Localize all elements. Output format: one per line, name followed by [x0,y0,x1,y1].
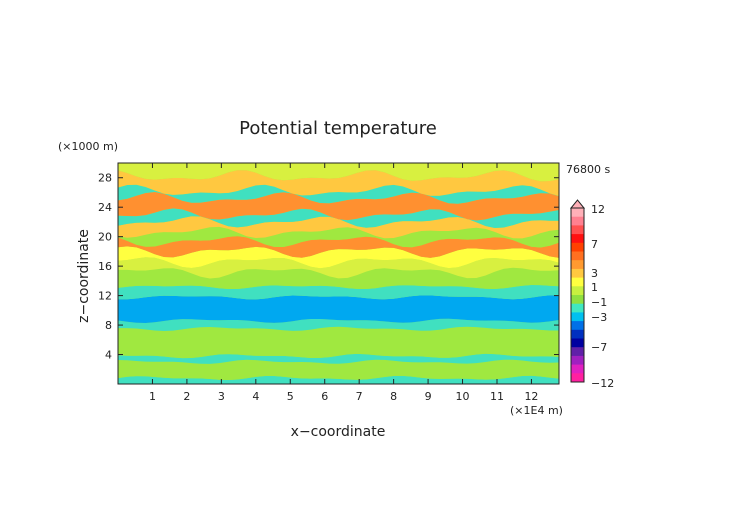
colorbar-label: 1 [591,281,598,294]
colorbar-segment [571,208,584,218]
x-unit-label: (×1E4 m) [510,404,563,417]
y-unit-label: (×1000 m) [58,140,118,153]
colorbar-segment [571,277,584,287]
heatmap-band [118,236,559,258]
x-tick-label: 8 [390,390,397,403]
colorbar-frame [570,207,585,383]
x-tick-label: 9 [425,390,432,403]
heatmap-band [118,184,559,204]
y-tick-label: 28 [98,172,112,185]
x-axis-label: x−coordinate [291,424,386,440]
heatmap-band [118,359,559,380]
colorbar-segment [571,329,584,339]
x-tick-label: 10 [456,390,470,403]
heatmap-band [118,270,559,289]
time-label: 76800 s [566,163,610,176]
y-tick-label: 12 [98,290,112,303]
colorbar-segment [571,338,584,348]
colorbar-label: −1 [591,296,607,309]
colorbar-segment [571,303,584,313]
colorbar-segment [571,268,584,278]
x-tick-label: 4 [252,390,259,403]
heatmap-band [118,257,559,279]
y-axis-ticks: 4 8 12 16 20 24 28 [98,172,559,362]
colorbar-segment [571,373,584,383]
colorbar-segment [571,312,584,322]
colorbar-segment [571,295,584,305]
heatmap-band [118,216,559,239]
heatmap-band [118,246,559,269]
chart-title: Potential temperature [239,118,437,139]
colorbar-arrow [569,199,586,209]
y-tick-label: 4 [105,349,112,362]
colorbar-segment [571,251,584,261]
heatmap-band [118,192,559,221]
colorbar-segment [571,216,584,226]
colorbar-segment [571,321,584,331]
x-tick-label: 3 [218,390,225,403]
y-axis-label: z−coordinate [76,229,92,323]
colorbar: 12 7 31 −1 −3 −7 −12 [569,199,614,390]
colorbar-segment [571,260,584,270]
heatmap-band [118,285,559,300]
y-tick-label: 16 [98,260,112,273]
colorbar-segment [571,242,584,252]
x-tick-label: 1 [149,390,156,403]
x-tick-label: 12 [524,390,538,403]
x-tick-label: 6 [321,390,328,403]
heatmap-band [118,353,559,364]
colorbar-label: −3 [591,311,607,324]
heatmap-band [118,318,559,331]
y-tick-label: 24 [98,201,112,214]
plot-frame [117,162,560,385]
colorbar-segment [571,355,584,365]
x-tick-label: 5 [287,390,294,403]
x-axis-ticks: 1 2 3 4 5 6 7 8 9 10 11 12 [149,163,538,403]
colorbar-label: 3 [591,267,598,280]
x-tick-label: 7 [356,390,363,403]
colorbar-label: −12 [591,377,614,390]
heatmap-band [118,208,559,228]
colorbar-label: 12 [591,203,605,216]
heatmap-band [118,170,559,196]
heatmap-band [118,295,559,323]
colorbar-segment [571,234,584,244]
colorbar-segment [571,225,584,235]
colorbar-label: 7 [591,238,598,251]
heatmap-band [118,375,559,384]
x-tick-label: 2 [183,390,190,403]
colorbar-segment [571,347,584,357]
heatmap-band [118,163,559,182]
colorbar-segment [571,364,584,374]
y-tick-label: 20 [98,231,112,244]
colorbar-segment [571,286,584,296]
x-tick-label: 11 [490,390,504,403]
colorbar-label: −7 [591,341,607,354]
heatmap-band [118,226,559,248]
heatmap-band [118,326,559,359]
y-tick-label: 8 [105,319,112,332]
heatmap-area [118,163,559,384]
